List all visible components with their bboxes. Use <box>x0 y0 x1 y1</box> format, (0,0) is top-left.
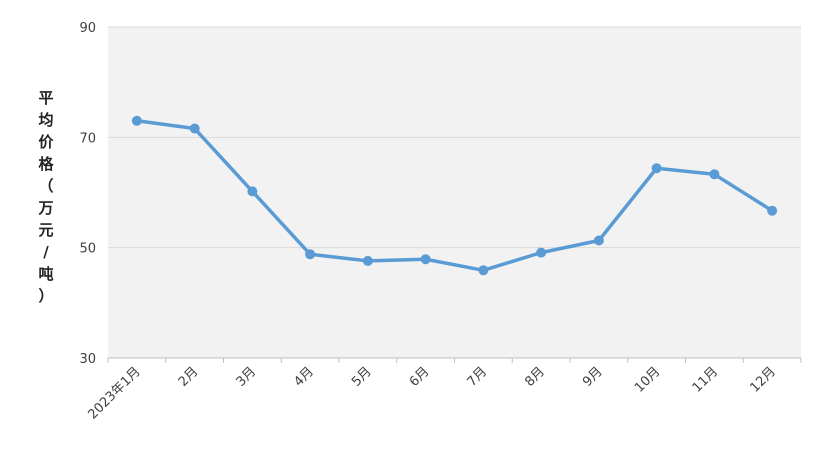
data-point <box>767 205 778 216</box>
data-point <box>247 186 258 197</box>
x-tick-label: 12月 <box>747 364 778 395</box>
x-tick-label: 3月 <box>234 364 260 390</box>
y-tick-label: 30 <box>79 352 96 367</box>
data-point <box>536 247 547 258</box>
y-axis-title-char: ） <box>38 287 53 305</box>
x-tick-label: 2月 <box>176 364 202 390</box>
y-axis-title-char: 万 <box>37 199 53 217</box>
data-point <box>420 254 431 265</box>
series-line <box>135 119 774 273</box>
data-point <box>131 115 142 126</box>
y-tick-label: 90 <box>79 21 96 36</box>
y-axis-title-char: 均 <box>38 111 53 129</box>
y-axis-title-char: 平 <box>38 89 53 107</box>
x-tick-label: 7月 <box>465 364 491 390</box>
x-tick-label: 10月 <box>632 364 663 395</box>
data-point <box>478 265 489 276</box>
data-point <box>305 249 316 260</box>
gridlines <box>108 26 801 249</box>
y-axis-title: 平均价格 （ 万元 / 吨 ） <box>37 89 54 305</box>
y-axis-ticks: 30 50 70 90 <box>79 21 96 367</box>
x-axis-ticks: 2023年1月 2月 3月 4月 5月 6月 7月 8月 9月 10月 11月 12月 <box>85 364 778 422</box>
data-point <box>709 169 720 180</box>
y-axis-title-char: / <box>43 243 49 261</box>
y-axis-title-char: 价 <box>38 133 54 151</box>
y-tick-label: 70 <box>79 131 96 146</box>
x-tick-label: 8月 <box>522 364 548 390</box>
x-tick-label: 4月 <box>291 364 317 390</box>
y-axis-title-char: 吨 <box>38 265 53 283</box>
data-point <box>593 235 604 246</box>
x-axis <box>107 357 802 363</box>
plot-area <box>108 27 801 358</box>
y-axis-title-char: （ <box>38 177 53 195</box>
x-tick-label: 6月 <box>407 364 433 390</box>
data-point <box>651 163 662 174</box>
data-point <box>362 255 373 266</box>
series <box>131 115 778 276</box>
y-tick-label: 50 <box>79 242 96 257</box>
y-axis-title-char: 元 <box>38 221 53 239</box>
x-tick-label: 2023年1月 <box>85 364 143 422</box>
y-axis-label: 平均价格 （ 万元 / 吨 ） <box>37 89 54 305</box>
x-tick-label: 9月 <box>580 364 606 390</box>
data-point <box>189 123 200 134</box>
x-tick-label: 5月 <box>349 364 375 390</box>
x-tick-label: 11月 <box>690 364 721 395</box>
y-axis-title-char: 格 <box>38 155 54 173</box>
